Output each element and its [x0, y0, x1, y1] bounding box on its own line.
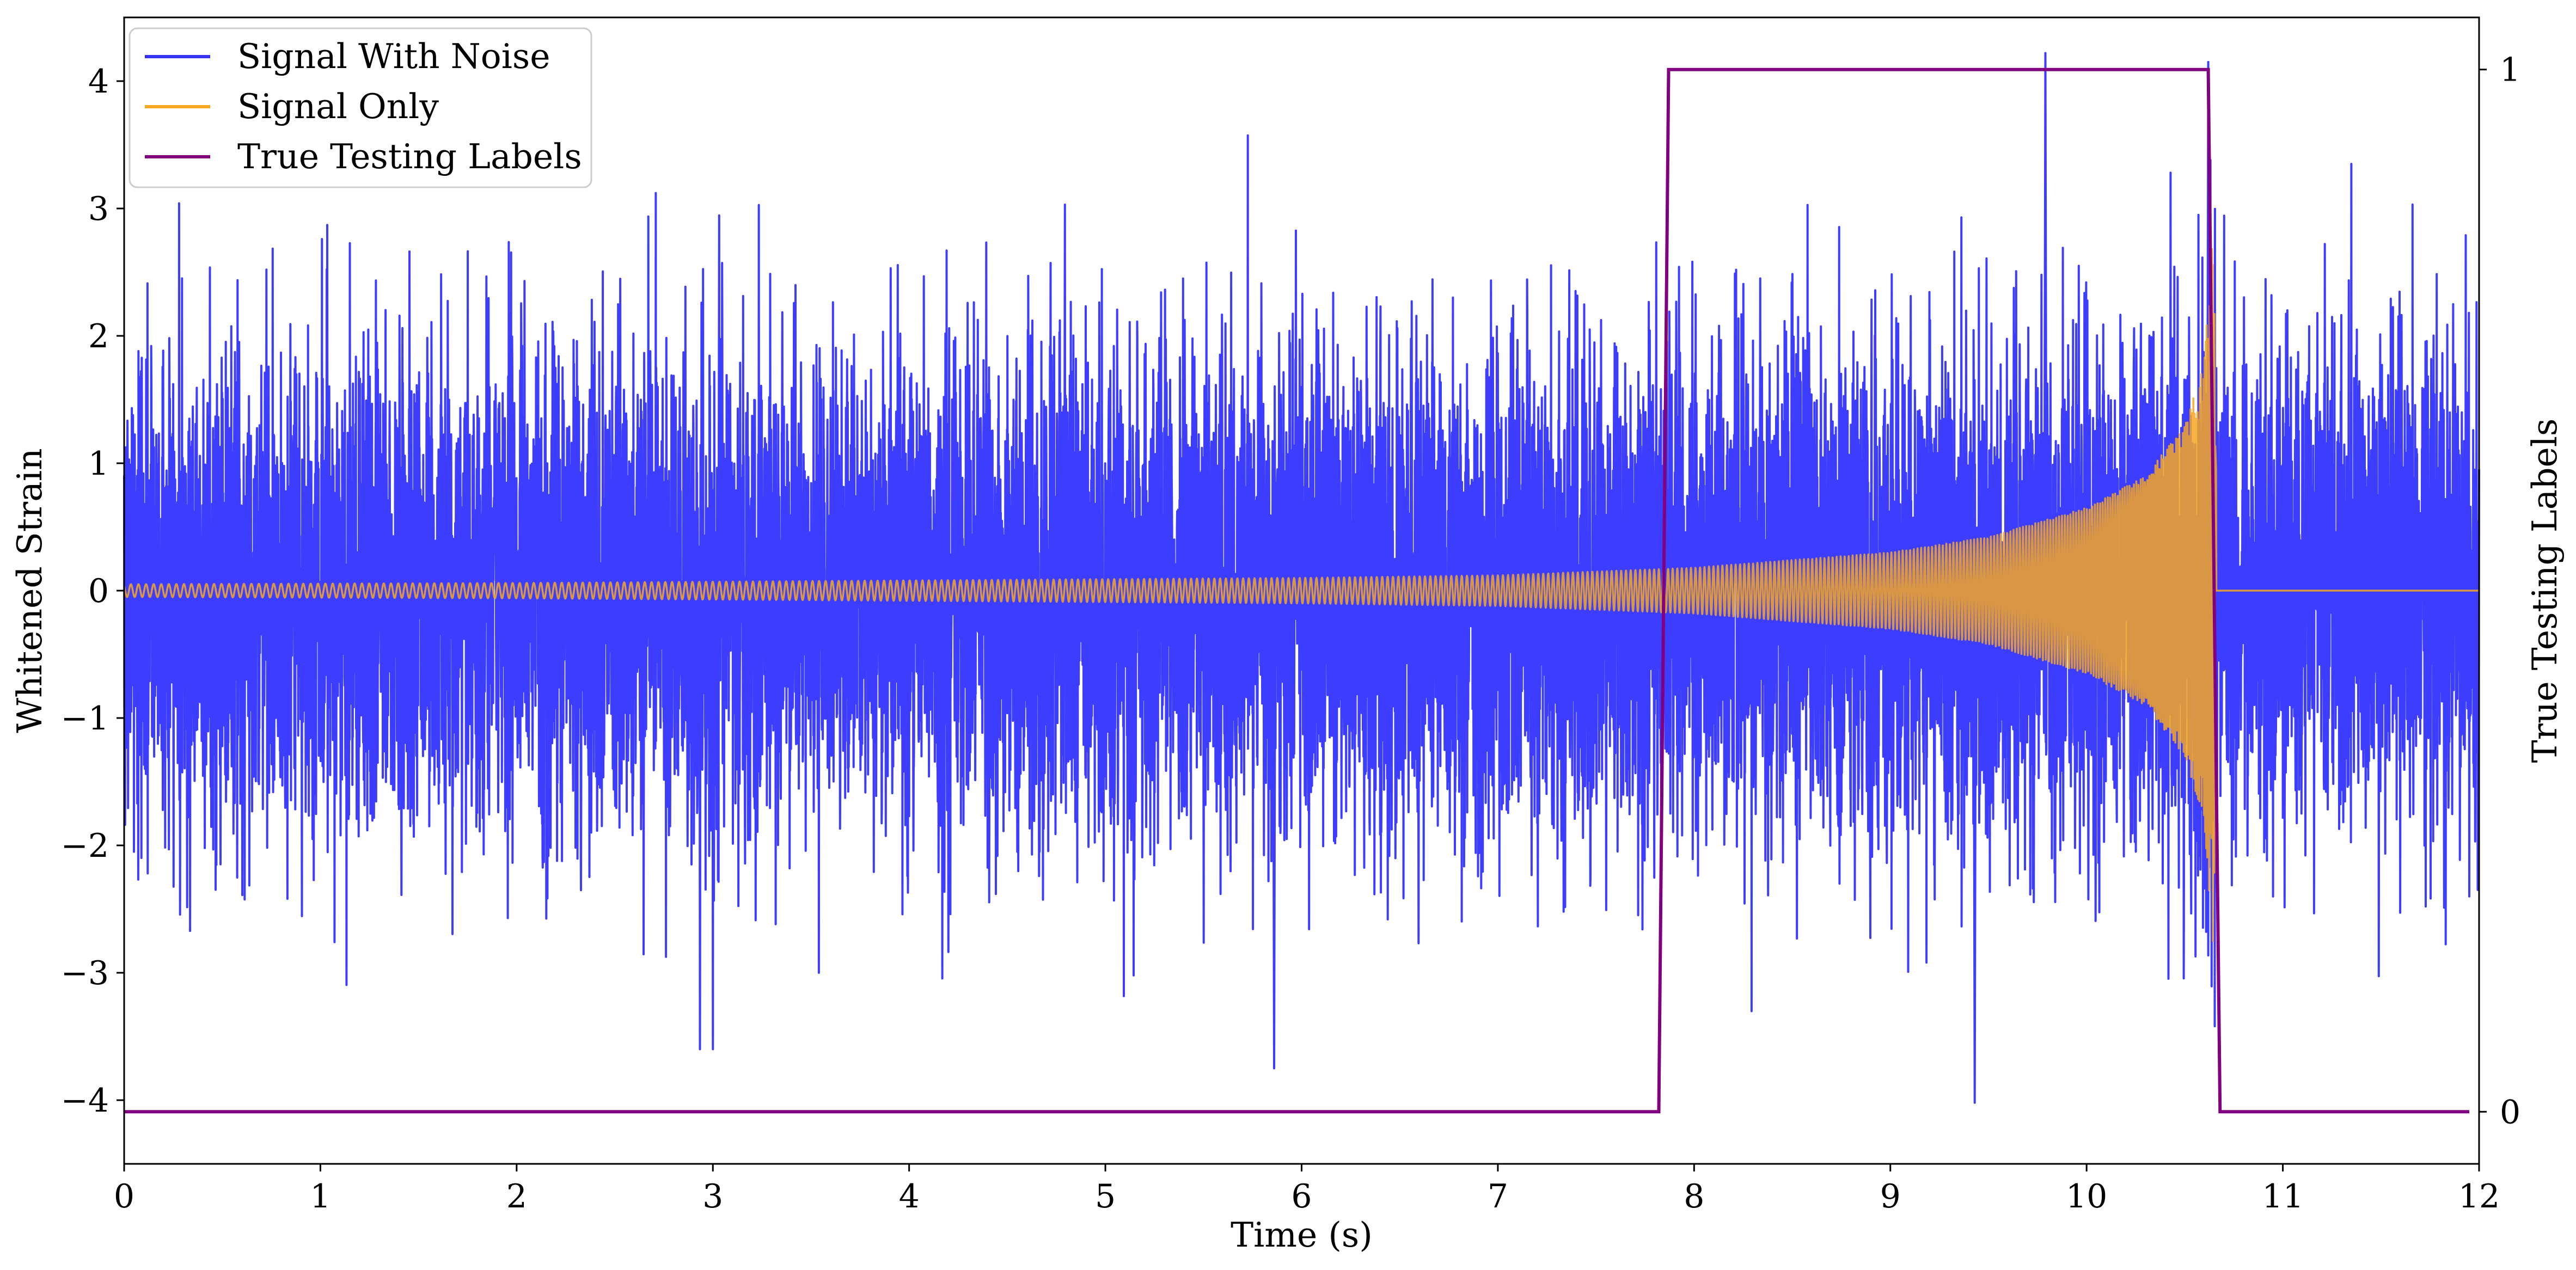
y-left-tick-label: −2: [61, 827, 109, 865]
series-signal-only: [123, 248, 2480, 942]
y-left-tick-label: −1: [61, 700, 109, 738]
y-left-tick-label: 0: [88, 572, 109, 610]
series-signal-with-noise: [123, 52, 2480, 1104]
x-tick-label: 0: [114, 1177, 134, 1216]
legend-box: [129, 27, 592, 188]
y-right-tick-label: 1: [2500, 51, 2520, 89]
x-tick-label: 5: [1095, 1177, 1116, 1216]
x-tick-label: 9: [1880, 1177, 1901, 1216]
y-left-tick-label: 3: [88, 190, 109, 228]
plot-area: [123, 52, 2480, 1114]
x-tick-label: 6: [1291, 1177, 1312, 1216]
legend-label: True Testing Labels: [237, 137, 582, 176]
x-tick-label: 11: [2262, 1177, 2303, 1216]
y-left-axis-label: Whitened Strain: [10, 448, 50, 733]
y-left-tick-label: −3: [61, 954, 109, 992]
x-tick-label: 7: [1488, 1177, 1508, 1216]
x-tick-label: 2: [506, 1177, 527, 1216]
legend-label: Signal Only: [237, 87, 439, 126]
series-true-testing-labels: [124, 68, 2469, 1114]
y-right-axis-label: True Testing Labels: [2525, 419, 2565, 763]
x-tick-label: 3: [702, 1177, 723, 1216]
x-tick-label: 8: [1684, 1177, 1704, 1216]
y-left-tick-label: 1: [88, 445, 109, 483]
y-left-tick-label: −4: [61, 1082, 109, 1120]
legend: Signal With Noise Signal Only True Testing…: [129, 27, 592, 188]
x-tick-label: 10: [2066, 1177, 2107, 1216]
y-right-tick-label: 0: [2500, 1093, 2520, 1131]
x-tick-label: 12: [2458, 1177, 2500, 1216]
x-tick-label: 4: [899, 1177, 920, 1216]
y-left-tick-label: 2: [88, 317, 109, 355]
x-tick-label: 1: [310, 1177, 331, 1216]
x-axis-label: Time (s): [1231, 1215, 1373, 1255]
y-left-tick-label: 4: [88, 63, 109, 101]
legend-label: Signal With Noise: [237, 36, 550, 76]
